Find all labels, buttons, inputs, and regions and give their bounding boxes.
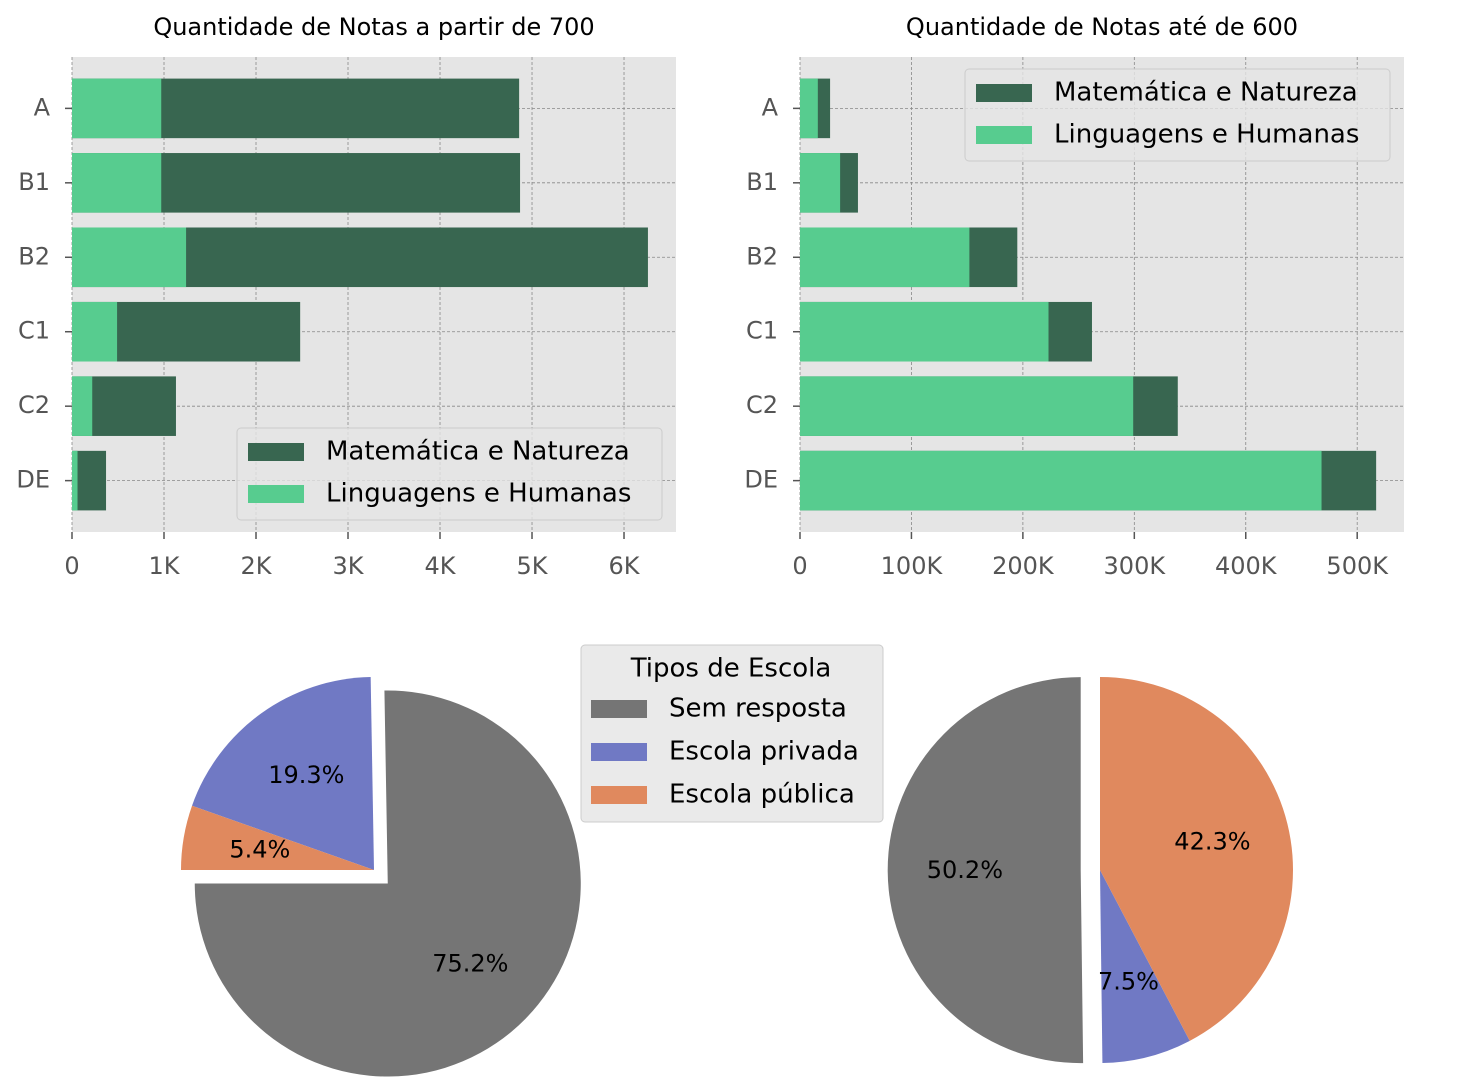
legend-label: Escola privada <box>669 737 859 767</box>
pie-label: 50.2% <box>927 856 1003 884</box>
y-tick-label: C2 <box>746 391 778 419</box>
legend-swatch <box>248 443 304 461</box>
y-tick-label: B1 <box>746 168 778 196</box>
legend-label: Sem resposta <box>669 694 847 724</box>
bar <box>72 153 162 213</box>
bar <box>72 78 162 139</box>
legend-title: Tipos de Escola <box>630 654 832 684</box>
y-tick-label: B2 <box>746 242 778 270</box>
x-tick-label: 3K <box>333 552 365 580</box>
y-tick-label: C1 <box>18 317 50 345</box>
y-tick-label: B2 <box>18 242 50 270</box>
x-tick-label: 400K <box>1215 552 1278 580</box>
pie-slice <box>1100 870 1190 1063</box>
pie-slice <box>1100 677 1293 1041</box>
y-tick-label: A <box>762 93 779 121</box>
legend-swatch <box>976 84 1032 102</box>
bar <box>72 301 118 362</box>
bar <box>800 301 1049 362</box>
pie-slice <box>887 677 1084 1064</box>
legend-label: Linguagens e Humanas <box>326 479 631 509</box>
pie-label: 19.3% <box>268 761 344 789</box>
legend-box <box>964 68 1391 162</box>
y-tick-label: DE <box>744 466 778 494</box>
x-tick-label: 500K <box>1326 552 1389 580</box>
bar <box>800 153 841 213</box>
x-tick-label: 2K <box>240 552 272 580</box>
legend-label: Escola pública <box>669 780 855 810</box>
x-tick-label: 0 <box>64 552 79 580</box>
bar <box>72 450 78 511</box>
x-tick-label: 300K <box>1104 552 1167 580</box>
bar <box>72 450 107 511</box>
legend-box <box>580 644 884 823</box>
legend-label: Matemática e Natureza <box>1054 78 1358 108</box>
y-tick-label: C2 <box>18 391 50 419</box>
bar <box>72 376 93 436</box>
y-tick-label: DE <box>16 466 50 494</box>
x-tick-label: 4K <box>425 552 457 580</box>
bar <box>800 450 1322 511</box>
legend-swatch <box>976 126 1032 144</box>
bar <box>800 227 970 288</box>
legend-box <box>236 427 663 521</box>
pie-slice <box>181 805 374 870</box>
y-tick-label: A <box>34 93 51 121</box>
x-tick-label: 5K <box>517 552 549 580</box>
legend-swatch <box>591 786 647 804</box>
x-tick-label: 1K <box>148 552 180 580</box>
pie-label: 5.4% <box>229 835 290 863</box>
x-tick-label: 200K <box>992 552 1055 580</box>
y-tick-label: B1 <box>18 168 50 196</box>
chart-title: Quantidade de Notas até de 600 <box>906 13 1298 41</box>
x-tick-label: 100K <box>881 552 944 580</box>
bar <box>72 227 187 288</box>
bar <box>800 78 818 139</box>
y-tick-label: C1 <box>746 317 778 345</box>
pie-label: 42.3% <box>1174 827 1250 855</box>
pie-slice <box>192 677 374 870</box>
pie-label: 75.2% <box>432 950 508 978</box>
chart-title: Quantidade de Notas a partir de 700 <box>153 13 594 41</box>
legend-swatch <box>248 485 304 503</box>
legend-swatch <box>591 743 647 761</box>
pie-label: 7.5% <box>1098 967 1159 995</box>
legend-label: Matemática e Natureza <box>326 437 630 467</box>
x-tick-label: 0 <box>792 552 807 580</box>
legend-swatch <box>591 700 647 718</box>
pie-slice <box>194 690 581 1077</box>
x-tick-label: 6K <box>609 552 641 580</box>
legend-label: Linguagens e Humanas <box>1054 120 1359 150</box>
bar <box>800 376 1134 436</box>
